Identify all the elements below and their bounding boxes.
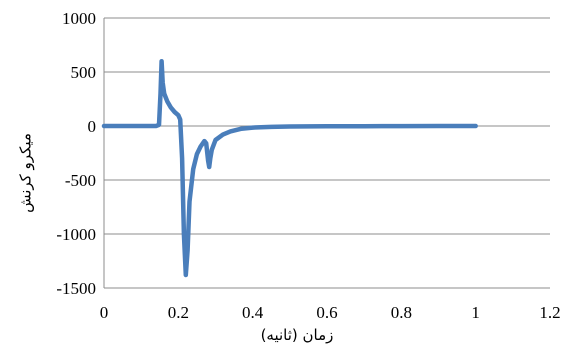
series-layer xyxy=(101,58,478,278)
grid-layer xyxy=(103,17,550,289)
y-tick-label: -500 xyxy=(65,171,96,190)
series-line xyxy=(101,58,478,278)
x-tick-label: 0.6 xyxy=(316,303,337,322)
x-tick-label: 0.2 xyxy=(168,303,189,322)
x-tick-label: 1 xyxy=(471,303,480,322)
x-tick-label: 0.8 xyxy=(391,303,412,322)
x-tick-label: 1.2 xyxy=(539,303,560,322)
x-tick-label: 0 xyxy=(100,303,109,322)
y-tick-label: -1500 xyxy=(56,279,96,298)
x-tick-label: 0.4 xyxy=(242,303,264,322)
y-tick-label: 0 xyxy=(88,117,97,136)
y-tick-label: -1000 xyxy=(56,225,96,244)
y-tick-label: 1000 xyxy=(62,9,96,28)
y-axis-title: میکرو کرنش xyxy=(17,133,35,213)
x-axis-title: زمان (ثانیه) xyxy=(261,326,334,344)
y-tick-label: 500 xyxy=(71,63,97,82)
